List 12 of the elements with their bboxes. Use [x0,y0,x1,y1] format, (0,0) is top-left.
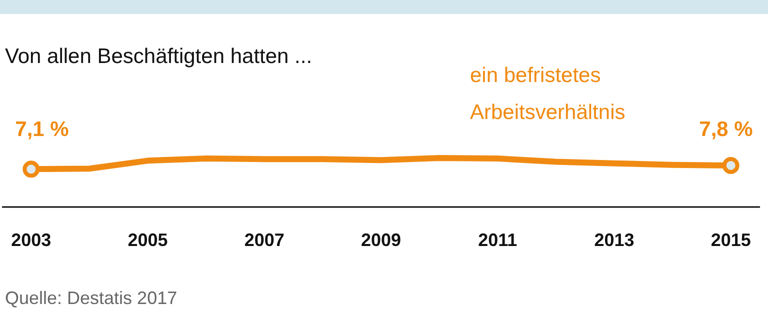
x-tick-label: 2007 [244,230,284,250]
x-tick-label: 2011 [478,230,518,250]
x-tick-label: 2009 [360,230,402,250]
source-note: Quelle: Destatis 2017 [5,288,178,308]
x-tick-label: 2005 [128,230,168,250]
chart-title: Von allen Beschäftigten hatten ... [5,45,312,68]
data-label: 7,1 % [15,118,70,141]
series-label: ein befristetes Arbeitsverhältnis [470,64,626,124]
data-label: 7,8 % [699,118,754,141]
x-tick-label: 2003 [11,230,52,250]
x-tick-label: 2015 [710,230,751,250]
x-tick-label: 2013 [594,230,634,250]
